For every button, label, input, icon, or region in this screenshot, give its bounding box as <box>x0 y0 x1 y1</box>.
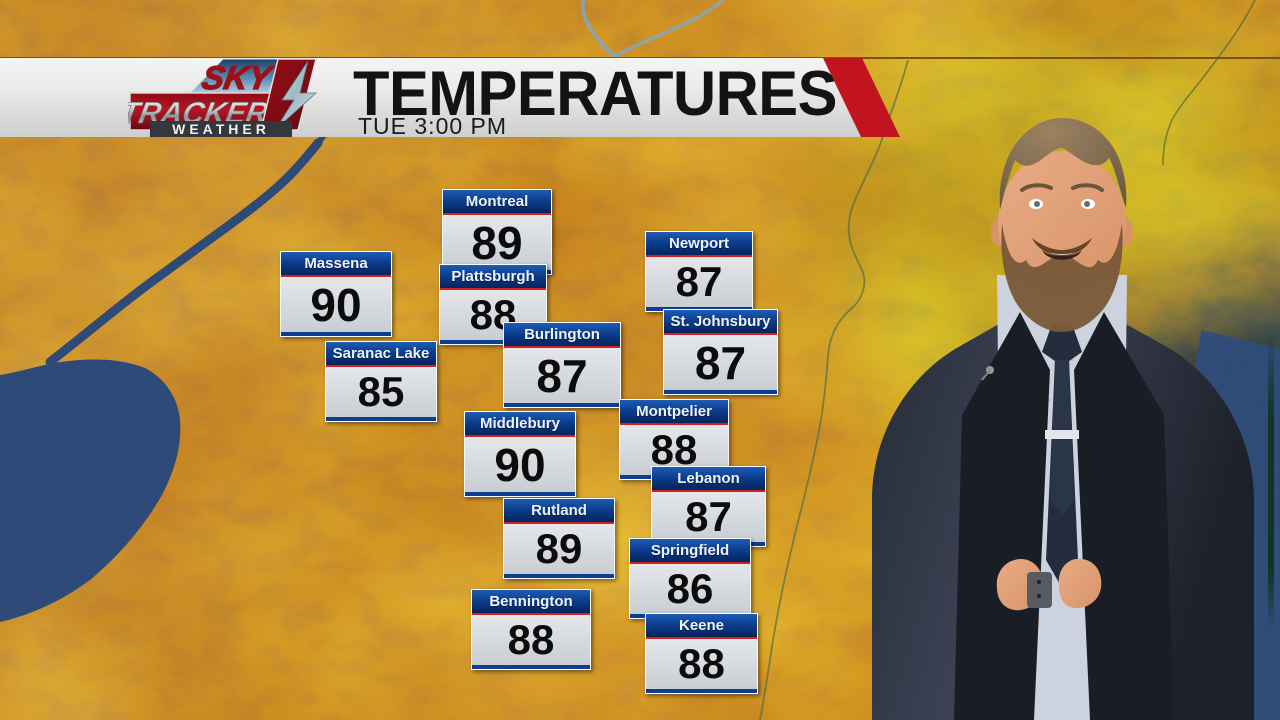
svg-text:WEATHER: WEATHER <box>172 121 270 137</box>
svg-text:SKY: SKY <box>199 60 276 97</box>
